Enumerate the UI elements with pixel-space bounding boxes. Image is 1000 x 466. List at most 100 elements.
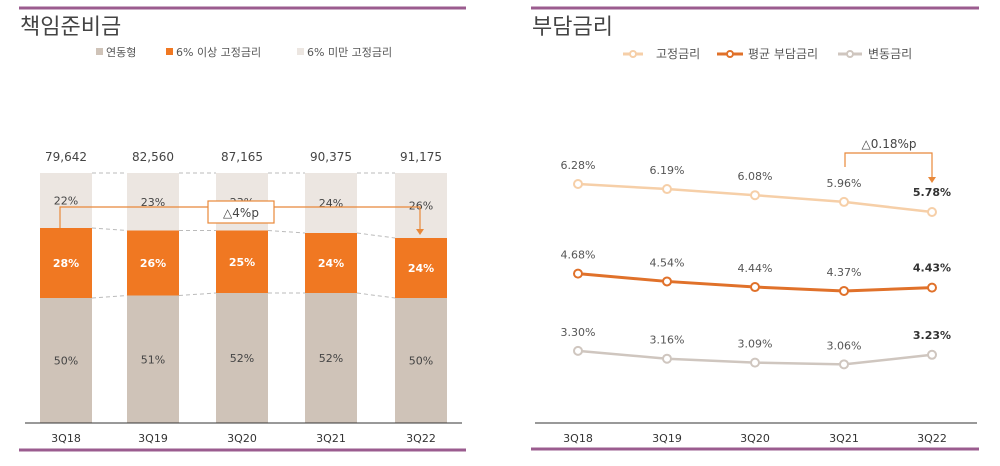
bar-segment [40,228,92,298]
right-chart-title: 부담금리 [532,15,613,40]
connector-dashed-line [91,227,128,231]
point-label: 4.37% [827,266,862,279]
line-point [662,184,672,195]
left-legend: 연동형 6% 이상 고정금리 6% 미만 고정금리 [96,46,392,59]
point-label: 3.16% [650,334,685,347]
line-point [750,282,760,293]
point-label: 3.06% [827,339,862,352]
line-point [750,357,760,368]
annotation-bracket-right [844,152,933,178]
point-label: 6.19% [650,164,685,177]
annotation-box [207,200,275,224]
bar-segment [216,230,268,293]
bar-segment [127,230,179,296]
point-label: 4.44% [738,262,773,275]
line-point [750,190,760,201]
legend-swatch-fixed-high [166,48,173,55]
bar-segment [395,298,447,423]
bar-segment-label: 24% [319,197,343,210]
legend-swatch-fixed-low [297,48,304,55]
line-point [839,196,849,207]
bar-segment-label: 26% [409,200,433,213]
left-annotation: △4%p [59,200,424,235]
legend-label-fixed-low: 6% 미만 고정금리 [307,46,392,59]
bar-segment [305,233,357,293]
bar-plot: 50% 28% 22% 79,642 3Q18 51% 26% 23% 82,560 3Q19 52… [25,150,462,445]
line-point [839,359,849,370]
point-label: 4.43% [913,262,951,275]
bar-total-label: 79,642 [45,150,87,164]
bar-segment [40,298,92,423]
bar-segment [216,293,268,423]
line-plot: 6.28% 6.19% 6.08% 5.96% 5.78% 4.68% 4.54% 4.44%… [561,159,952,445]
legend-label-fixed-high: 6% 이상 고정금리 [176,46,261,59]
point-label: 3.30% [561,326,596,339]
legend-label-fixed: 고정금리 [656,47,700,61]
bar-segment-label: 24% [408,262,434,275]
bar-segment-label: 25% [229,256,255,269]
bar-segment-label: 28% [53,257,79,270]
bar-segment-label: 51% [141,353,165,366]
connector-dashed-line [178,292,217,296]
x-tick-label: 3Q21 [829,432,859,445]
point-label: 3.09% [738,338,773,351]
right-legend: 고정금리 평균 부담금리 변동금리 [623,47,912,61]
right-annotation: △0.18%p [844,137,936,183]
bar-segment [40,173,92,228]
line-point [927,282,937,293]
bar-segment [305,293,357,423]
legend-label-variable-rate: 변동금리 [868,47,912,61]
x-tick-label: 3Q22 [917,432,947,445]
x-tick-label: 3Q18 [51,432,81,445]
bar-segment-label: 52% [230,352,254,365]
x-tick-label: 3Q21 [316,432,346,445]
x-tick-label: 3Q20 [227,432,257,445]
line-point [662,353,672,364]
x-tick-label: 3Q18 [563,432,593,445]
bar-segment-label: 52% [319,352,343,365]
line-point [573,268,583,279]
bar-segment [395,173,447,238]
line-point [927,207,937,217]
annotation-arrowhead-right [928,177,936,183]
x-tick-label: 3Q19 [652,432,682,445]
x-tick-label: 3Q19 [138,432,168,445]
legend-marker-variable [846,50,854,58]
bar-segment-label: 50% [54,355,78,368]
line-point [573,345,583,356]
left-chart-title: 책임준비금 [20,15,121,40]
annotation-text-right: △0.18%p [862,137,917,151]
bar-segment-label: 22% [54,195,78,208]
line-point [927,349,937,360]
line-point [662,276,672,287]
point-label: 5.78% [913,186,951,199]
point-label: 6.28% [561,159,596,172]
point-label: 5.96% [827,177,862,190]
bar-segment [395,238,447,298]
point-label: 4.68% [561,249,596,262]
legend-label-variable: 연동형 [106,46,136,59]
connector-dashed-line [356,232,396,239]
line-point [573,179,583,189]
legend-marker-fixed [629,50,637,58]
legend-swatch-variable [96,48,103,55]
connector-dashed-line [267,230,306,234]
bar-segment [127,295,179,423]
x-tick-label: 3Q22 [406,432,436,445]
point-label: 3.23% [913,329,951,342]
point-label: 6.08% [738,170,773,183]
bar-segment-label: 26% [140,257,166,270]
legend-label-avg: 평균 부담금리 [748,47,818,61]
bar-total-label: 90,375 [310,150,352,164]
bar-total-label: 82,560 [132,150,174,164]
connector-dashed-line [356,292,396,299]
bar-segment-label: 50% [409,355,433,368]
annotation-arrowhead [416,229,424,235]
bar-segment-label: 23% [141,196,165,209]
annotation-text: △4%p [223,206,259,220]
bar-total-label: 87,165 [221,150,263,164]
legend-marker-avg [726,50,734,58]
point-label: 4.54% [650,256,685,269]
line-point [839,285,849,296]
